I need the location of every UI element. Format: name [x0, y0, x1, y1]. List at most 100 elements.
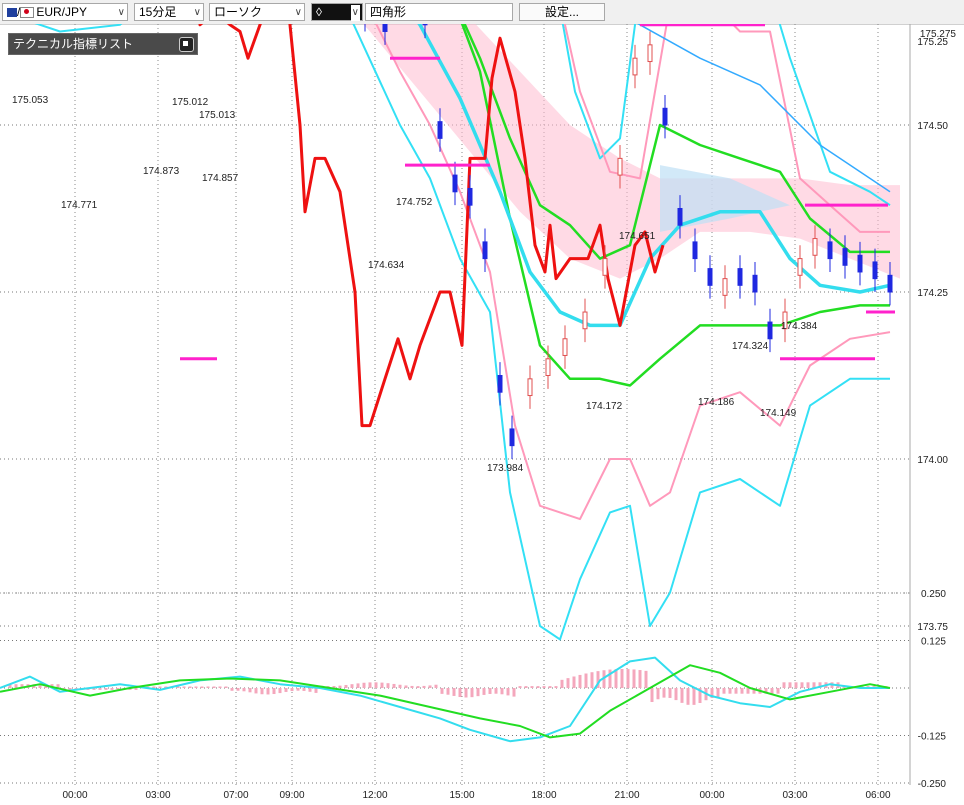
drawing-color-select[interactable]: ◊ ∨	[311, 3, 363, 21]
bollinger-lower-1	[375, 24, 891, 521]
x-tick-label: 03:00	[782, 790, 807, 801]
histogram-bar	[710, 688, 714, 699]
candle-body	[782, 311, 788, 330]
chart-style-select[interactable]: ローソク ∨	[209, 3, 305, 21]
histogram-bar	[734, 688, 738, 694]
price-label: 175.012	[172, 97, 209, 108]
long-ma-blue	[637, 24, 891, 193]
restore-icon[interactable]	[179, 37, 194, 52]
x-tick-label: 12:00	[362, 790, 387, 801]
histogram-bar	[302, 688, 306, 691]
histogram-bar	[566, 678, 570, 688]
candle-body	[707, 268, 713, 286]
osc-tick-label: -0.250	[918, 779, 947, 790]
histogram-bar	[764, 688, 768, 694]
histogram-bar	[260, 688, 264, 695]
price-label: 174.771	[61, 200, 98, 211]
histogram-bar	[92, 688, 96, 690]
histogram-bar	[668, 688, 672, 698]
histogram-bar	[542, 686, 546, 688]
candle-body	[767, 321, 773, 340]
chevron-down-icon: ∨	[350, 5, 360, 21]
macd-line	[0, 656, 890, 743]
y-tick-label: 173.75	[917, 622, 948, 633]
ichimoku-cloud	[362, 24, 900, 279]
settings-button[interactable]: 設定...	[519, 3, 605, 21]
histogram-bar	[278, 688, 282, 694]
chart-area[interactable]: 175.053 175.012 175.013 174.873 174.857 174.7…	[0, 24, 964, 805]
symbol-select[interactable]: / EUR/JPY ∨	[2, 3, 128, 21]
histogram-bar	[272, 688, 276, 695]
histogram-bar	[686, 688, 690, 705]
histogram-bar	[818, 682, 822, 688]
histogram-bar	[812, 682, 816, 688]
chart-style-label: ローソク	[214, 5, 263, 19]
histogram-bar	[392, 683, 396, 688]
histogram-bar	[554, 686, 558, 688]
histogram-bar	[530, 686, 534, 688]
histogram-bar	[332, 686, 336, 688]
price-labels: 175.053 175.012 175.013 174.873 174.857 174.7…	[12, 95, 818, 474]
x-tick-label: 00:00	[62, 790, 87, 801]
histogram-bar	[218, 686, 222, 688]
histogram-bar	[518, 686, 522, 688]
y-tick-label: 175.25	[917, 37, 948, 48]
histogram-bar	[68, 688, 72, 690]
histogram-bar	[632, 669, 636, 688]
x-tick-label: 15:00	[449, 790, 474, 801]
histogram-bar	[512, 688, 516, 697]
ema-green	[463, 24, 890, 260]
histogram-bar	[56, 684, 60, 688]
candle-body	[467, 187, 473, 206]
chevron-down-icon: ∨	[193, 7, 201, 18]
histogram-bar	[476, 688, 480, 697]
histogram-bar	[254, 688, 258, 694]
price-label: 174.324	[732, 341, 769, 352]
middle-band-green	[460, 24, 890, 387]
histogram-bar	[410, 685, 414, 688]
histogram-bar	[482, 688, 486, 695]
indicator-list-panel[interactable]: テクニカル指標リスト	[8, 33, 198, 55]
cloud-alt-right	[660, 165, 790, 232]
x-tick-label: 07:00	[223, 790, 248, 801]
price-label: 175.013	[199, 110, 236, 121]
y-axis: 174.00174.25174.50174.75175.00175.275175…	[917, 29, 956, 790]
x-tick-label: 03:00	[145, 790, 170, 801]
price-label: 175.053	[12, 95, 49, 106]
histogram-bar	[428, 685, 432, 688]
histogram-bar	[416, 686, 420, 688]
candle-body	[497, 375, 503, 393]
candle-body	[452, 174, 458, 193]
histogram-bar	[290, 688, 294, 692]
candle-body	[647, 44, 653, 63]
histogram-bar	[626, 669, 630, 688]
histogram-bar	[548, 686, 552, 688]
histogram-bar	[728, 688, 732, 694]
histogram-bar	[716, 688, 720, 698]
x-tick-label: 00:00	[699, 790, 724, 801]
candle-body	[857, 254, 863, 273]
drawing-color-icon: ◊	[316, 5, 322, 19]
price-label: 173.984	[487, 463, 524, 474]
candle-body	[482, 241, 488, 260]
histogram-bar	[422, 685, 426, 688]
histogram-bar	[164, 686, 168, 688]
histogram-bar	[782, 682, 786, 688]
histogram-bar	[224, 686, 228, 688]
histogram-bar	[176, 686, 180, 688]
histogram-bar	[740, 688, 744, 694]
x-tick-label: 09:00	[279, 790, 304, 801]
x-tick-label: 06:00	[865, 790, 890, 801]
histogram-bar	[182, 686, 186, 688]
drawing-tool-field[interactable]: 四角形	[365, 3, 513, 21]
histogram-bar	[284, 688, 288, 692]
candle-body	[842, 248, 848, 266]
red-lagging-line	[198, 24, 665, 428]
histogram-bar	[38, 684, 42, 688]
histogram-bar	[206, 686, 210, 688]
timeframe-select[interactable]: 15分足 ∨	[134, 3, 204, 21]
ma-cyan	[417, 24, 891, 328]
histogram-bar	[608, 669, 612, 688]
histogram-bar	[236, 688, 240, 691]
histogram-bar	[398, 684, 402, 688]
